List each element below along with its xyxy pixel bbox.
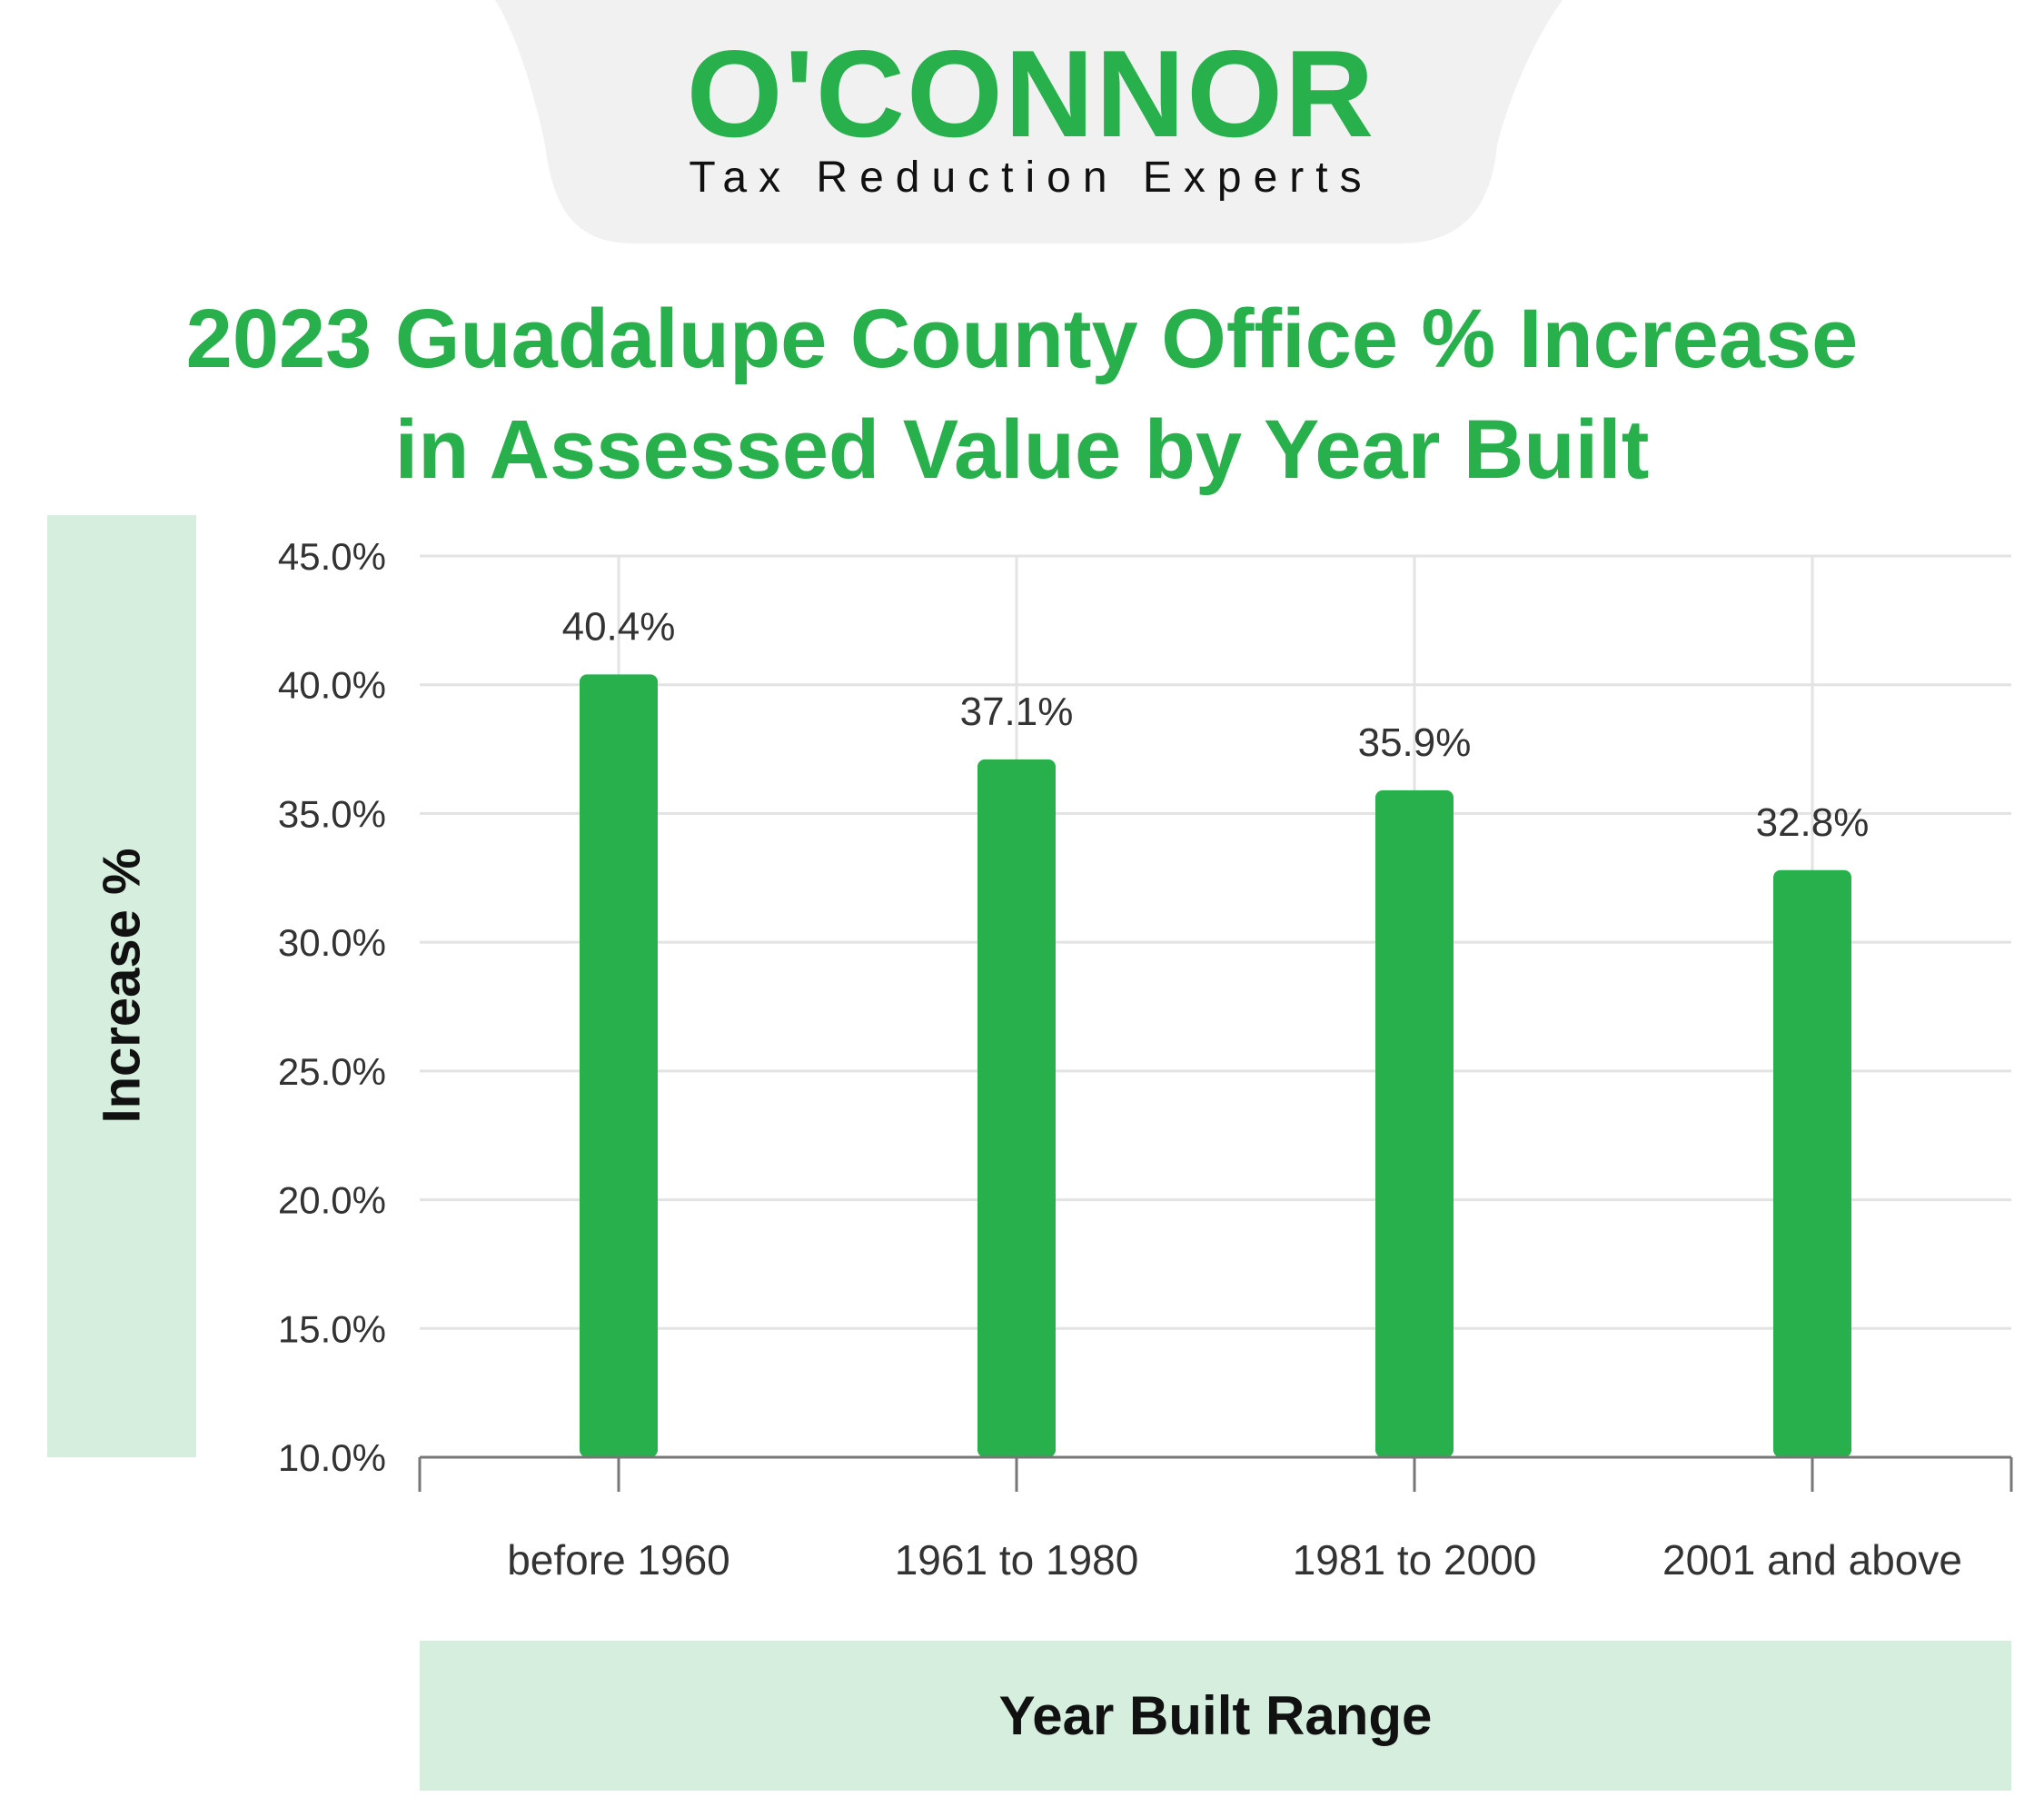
brand-tagline: Tax Reduction Experts	[689, 154, 1374, 202]
x-tick-label: 1961 to 1980	[895, 1536, 1139, 1584]
y-tick-label: 40.0%	[278, 664, 386, 707]
logo-header: O'CONNOR Tax Reduction Experts	[0, 0, 2044, 250]
x-tick-label: 2001 and above	[1662, 1536, 1962, 1584]
chart-title-line-1: 2023 Guadalupe County Office % Increase	[185, 293, 1859, 385]
bar	[1773, 869, 1851, 1457]
x-axis-label-panel	[420, 1641, 2011, 1791]
bar-value-label: 40.4%	[562, 604, 676, 649]
y-axis-label-panel	[47, 515, 196, 1457]
bar	[580, 674, 658, 1457]
bar-value-label: 37.1%	[960, 690, 1074, 734]
bar	[977, 759, 1056, 1457]
y-tick-label: 15.0%	[278, 1307, 386, 1350]
bar	[1375, 789, 1454, 1457]
x-tick-label: before 1960	[507, 1536, 730, 1584]
chart-title-line-2: in Assessed Value by Year Built	[394, 403, 1650, 496]
brand-logo-wordmark: O'CONNOR	[686, 25, 1376, 163]
x-axis-label: Year Built Range	[998, 1685, 1433, 1746]
chart-title: 2023 Guadalupe County Office % Increase …	[91, 283, 1953, 505]
logo-badge	[495, 0, 1563, 243]
y-tick-label: 45.0%	[278, 535, 386, 578]
y-tick-label: 35.0%	[278, 792, 386, 835]
y-tick-label: 20.0%	[278, 1179, 386, 1222]
y-tick-label: 30.0%	[278, 921, 386, 964]
bar-value-label: 32.8%	[1756, 800, 1870, 845]
y-tick-label: 10.0%	[278, 1436, 386, 1479]
bar-value-label: 35.9%	[1358, 720, 1472, 765]
y-tick-label: 25.0%	[278, 1050, 386, 1093]
x-tick-label: 1981 to 2000	[1293, 1536, 1537, 1584]
